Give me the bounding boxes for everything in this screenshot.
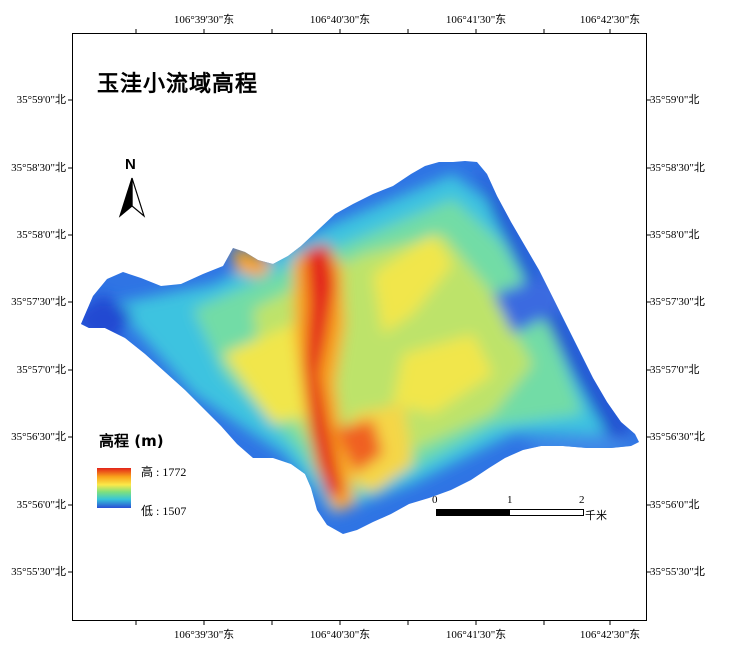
legend-title: 高程 (m): [99, 432, 164, 450]
scale-bar: [436, 509, 584, 516]
left-latitude-label-7: 35°56'0"北: [16, 499, 66, 511]
watershed-dem: [81, 161, 639, 534]
bottom-longitude-label-2: 106°40'30"东: [309, 629, 371, 641]
right-latitude-label-2: 35°58'30"北: [650, 162, 705, 174]
legend-high-label: 高 : 1772: [141, 465, 187, 479]
legend-color-ramp: [97, 468, 131, 508]
right-latitude-label-3: 35°58'0"北: [650, 229, 700, 241]
north-arrow-icon: [118, 177, 146, 218]
bottom-longitude-label-3: 106°41'30"东: [445, 629, 507, 641]
scale-tick-2: 2: [579, 494, 585, 506]
top-longitude-label-2: 106°40'30"东: [309, 14, 371, 26]
right-latitude-label-1: 35°59'0"北: [650, 94, 700, 106]
map-title: 玉洼小流域高程: [97, 72, 259, 97]
top-longitude-label-4: 106°42'30"东: [579, 14, 641, 26]
scale-bar-dark-segment: [437, 510, 510, 515]
map-frame: 玉洼小流域高程 N 高程 (m) 高 : 1772 低 : 1507 0 1 2…: [72, 33, 647, 621]
top-longitude-label-3: 106°41'30"东: [445, 14, 507, 26]
elevation-map: [81, 161, 639, 534]
left-latitude-label-3: 35°58'0"北: [16, 229, 66, 241]
right-latitude-label-6: 35°56'30"北: [650, 431, 705, 443]
scale-tick-0: 0: [432, 494, 438, 506]
right-latitude-label-8: 35°55'30"北: [650, 566, 705, 578]
left-latitude-label-2: 35°58'30"北: [11, 162, 66, 174]
scale-tick-1: 1: [507, 494, 513, 506]
top-longitude-label-1: 106°39'30"东: [173, 14, 235, 26]
left-latitude-label-8: 35°55'30"北: [11, 566, 66, 578]
scale-unit: 千米: [585, 510, 607, 522]
north-label: N: [125, 156, 136, 173]
right-latitude-label-4: 35°57'30"北: [650, 296, 705, 308]
legend-low-label: 低 : 1507: [141, 504, 187, 518]
right-latitude-label-7: 35°56'0"北: [650, 499, 700, 511]
left-latitude-label-6: 35°56'30"北: [11, 431, 66, 443]
bottom-longitude-label-1: 106°39'30"东: [173, 629, 235, 641]
left-latitude-label-4: 35°57'30"北: [11, 296, 66, 308]
right-latitude-label-5: 35°57'0"北: [650, 364, 700, 376]
left-latitude-label-5: 35°57'0"北: [16, 364, 66, 376]
bottom-longitude-label-4: 106°42'30"东: [579, 629, 641, 641]
left-latitude-label-1: 35°59'0"北: [16, 94, 66, 106]
